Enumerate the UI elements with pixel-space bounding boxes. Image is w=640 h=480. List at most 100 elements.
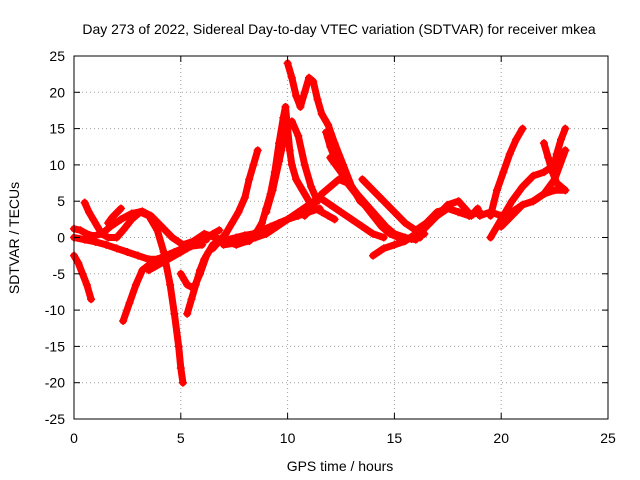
series-sat-e — [104, 204, 125, 227]
data-point — [80, 235, 89, 244]
data-point — [240, 193, 249, 202]
data-point — [104, 233, 113, 242]
data-point — [168, 233, 177, 242]
data-point — [102, 240, 111, 249]
data-point — [497, 222, 506, 231]
data-point — [454, 208, 463, 217]
x-tick-label: 10 — [280, 430, 296, 446]
data-point — [337, 208, 345, 217]
data-point — [337, 168, 345, 177]
series-trace — [487, 125, 527, 220]
data-point — [74, 258, 83, 267]
data-point — [108, 213, 117, 222]
data-point — [125, 298, 134, 307]
data-point — [80, 198, 89, 207]
data-series — [70, 59, 570, 387]
data-point — [369, 186, 378, 195]
data-point — [183, 309, 192, 318]
data-point — [557, 135, 566, 144]
data-point — [326, 182, 335, 191]
data-point — [443, 200, 452, 209]
data-point — [281, 102, 290, 111]
data-point — [245, 237, 254, 246]
data-point — [208, 244, 217, 253]
data-point — [285, 146, 294, 155]
data-point — [208, 229, 217, 238]
data-point — [544, 153, 553, 162]
data-point — [131, 280, 140, 289]
data-point — [300, 88, 309, 97]
data-point — [176, 248, 185, 257]
data-point — [334, 175, 343, 184]
data-point — [272, 222, 281, 231]
data-point — [307, 182, 316, 191]
data-point — [309, 77, 318, 86]
data-point — [561, 124, 570, 133]
data-point — [486, 211, 495, 220]
series-sat-g — [144, 226, 224, 275]
data-point — [196, 237, 205, 246]
data-point — [82, 280, 91, 289]
y-axis-title: SDTVAR / TECUs — [6, 182, 22, 294]
data-point — [251, 229, 260, 238]
x-tick-label: 0 — [70, 430, 78, 446]
data-point — [144, 211, 153, 220]
data-point — [369, 211, 378, 220]
data-point — [93, 222, 102, 231]
data-point — [283, 215, 292, 224]
data-point — [313, 95, 322, 104]
data-point — [76, 226, 85, 235]
data-point — [136, 208, 145, 217]
data-point — [112, 233, 121, 242]
data-point — [539, 168, 548, 177]
data-point — [292, 175, 301, 184]
data-point — [379, 197, 388, 206]
data-point — [499, 168, 508, 177]
data-point — [512, 135, 521, 144]
data-point — [326, 153, 335, 162]
data-point — [390, 208, 399, 217]
data-point — [268, 186, 277, 195]
data-point — [176, 269, 185, 278]
y-axis: -25 -20 -15 -10 -5 0 5 10 15 20 25 — [45, 48, 608, 427]
series-sat-j — [208, 146, 262, 253]
series-sat-d — [80, 198, 187, 387]
y-tick-label: 5 — [57, 193, 65, 209]
data-point — [187, 295, 196, 304]
data-point — [234, 208, 243, 217]
x-axis-title: GPS time / hours — [287, 458, 394, 474]
data-point — [153, 226, 162, 235]
series-sat-m — [262, 117, 322, 217]
data-point — [279, 113, 288, 122]
data-point — [157, 258, 166, 267]
data-point — [221, 229, 230, 238]
data-point — [275, 157, 284, 166]
data-point — [369, 229, 378, 238]
data-point — [228, 218, 237, 227]
data-point — [518, 182, 527, 191]
data-point — [87, 295, 96, 304]
x-tick-label: 5 — [177, 430, 185, 446]
x-tick-label: 25 — [600, 430, 616, 446]
data-point — [219, 240, 228, 249]
data-point — [104, 218, 113, 227]
data-point — [183, 244, 192, 253]
data-point — [326, 200, 335, 209]
data-point — [134, 251, 143, 260]
data-point — [454, 197, 463, 206]
data-point — [550, 186, 559, 195]
data-point — [330, 215, 339, 224]
data-point — [492, 186, 501, 195]
data-point — [176, 364, 185, 373]
data-point — [215, 237, 224, 246]
series-sat-i — [183, 248, 213, 318]
series-trace — [412, 197, 482, 241]
data-point — [294, 208, 303, 217]
y-tick-label: -20 — [45, 375, 65, 391]
data-point — [202, 233, 211, 242]
y-tick-label: -25 — [45, 411, 65, 427]
series-sat-z — [548, 124, 570, 177]
y-tick-label: -10 — [45, 302, 65, 318]
data-point — [529, 197, 538, 206]
data-point — [151, 262, 160, 271]
